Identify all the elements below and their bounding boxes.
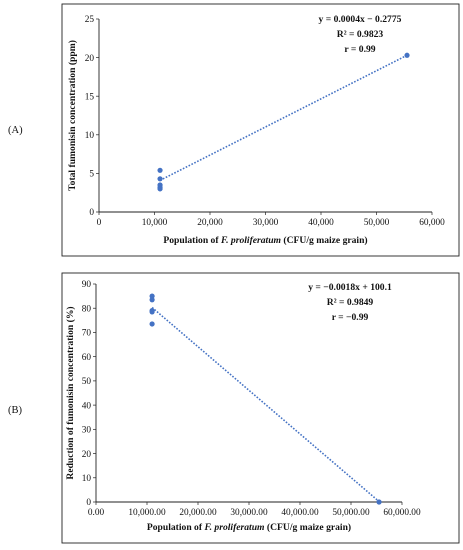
- data-point: [404, 52, 410, 58]
- y-tick-label: 20: [82, 450, 92, 460]
- y-tick-label: 80: [82, 304, 92, 314]
- regression-annotation: y = 0.0004x − 0.2775: [319, 14, 402, 25]
- y-tick-label: 20: [85, 54, 95, 64]
- y-tick-label: 10: [82, 474, 92, 484]
- x-axis-title-prefix: Population of: [163, 235, 221, 246]
- trendline: [159, 54, 408, 182]
- x-axis-title-suffix: (CFU/g maize grain): [265, 522, 352, 533]
- y-tick-label: 0: [86, 498, 91, 508]
- regression-annotation: R² = 0.9823: [337, 29, 384, 40]
- data-point: [157, 167, 163, 173]
- x-tick-label: 30,000.00: [230, 508, 268, 518]
- y-tick-label: 10: [85, 131, 95, 141]
- y-tick-label: 60: [82, 353, 92, 363]
- x-tick-label: 40,000: [308, 218, 334, 228]
- y-axis-title: Reduction of fumonisin concentration (%): [65, 306, 76, 479]
- panel-frame: [61, 272, 460, 544]
- y-tick-label: 40: [82, 401, 92, 411]
- regression-annotation: r = −0.99: [332, 312, 369, 323]
- x-tick-label: 50,000: [364, 218, 390, 228]
- panel-label: (B): [8, 405, 23, 416]
- trendline: [151, 306, 380, 503]
- x-tick-label: 10,000: [142, 218, 168, 228]
- data-point: [376, 499, 382, 505]
- y-tick-label: 90: [82, 280, 92, 290]
- x-tick-label: 40,000.00: [281, 508, 319, 518]
- data-point: [157, 176, 163, 182]
- x-axis-title-species: F. proliferatum: [220, 235, 281, 246]
- data-point: [149, 293, 155, 299]
- x-tick-label: 50,000.00: [332, 508, 370, 518]
- x-tick-label: 30,000: [253, 218, 279, 228]
- panel-label: (A): [8, 125, 23, 136]
- y-tick-label: 5: [89, 170, 94, 180]
- data-point: [157, 186, 163, 192]
- x-axis-title-species: F. proliferatum: [203, 522, 264, 533]
- x-axis-title: Population of F. proliferatum (CFU/g mai…: [147, 522, 351, 533]
- x-tick-label: 20,000: [197, 218, 223, 228]
- x-tick-label: 0.00: [88, 508, 105, 518]
- x-tick-label: 10,000.00: [128, 508, 166, 518]
- y-tick-label: 25: [85, 15, 95, 25]
- y-tick-label: 15: [85, 92, 95, 102]
- data-point: [149, 309, 155, 315]
- regression-annotation: y = −0.0018x + 100.1: [308, 282, 392, 293]
- y-tick-label: 0: [89, 208, 94, 218]
- y-tick-label: 30: [82, 426, 92, 436]
- x-tick-label: 20,000.00: [179, 508, 217, 518]
- data-point: [149, 297, 155, 303]
- regression-annotation: R² = 0.9849: [327, 297, 374, 308]
- x-tick-label: 0: [97, 218, 102, 228]
- panel-a: (A) 0 5 10 15 20 25 0 10,000 20,000 30,000 40,000 50…: [8, 3, 460, 257]
- y-tick-label: 50: [82, 377, 92, 387]
- x-axis-title-prefix: Population of: [147, 522, 205, 533]
- x-tick-label: 60,000.00: [383, 508, 421, 518]
- x-tick-label: 60,000: [419, 218, 445, 228]
- data-point: [149, 321, 155, 327]
- y-axis-title: Total fumonisin concentration (ppm): [67, 40, 78, 191]
- panel-b: (B) 0 10 20 30 40 50 60 70 80 90 0.00 10,000.00 20,00…: [8, 272, 460, 544]
- regression-annotation: r = 0.99: [344, 44, 375, 55]
- x-axis-title: Population of F. proliferatum (CFU/g mai…: [163, 235, 367, 246]
- y-tick-label: 70: [82, 329, 92, 339]
- x-axis-title-suffix: (CFU/g maize grain): [281, 235, 368, 246]
- panel-frame: [61, 3, 460, 257]
